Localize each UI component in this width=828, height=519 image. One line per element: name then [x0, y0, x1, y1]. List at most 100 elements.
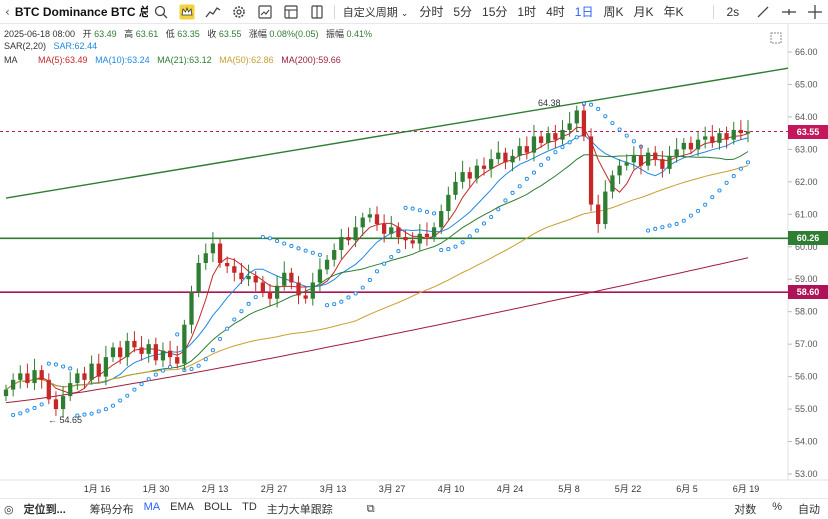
candle-body [367, 214, 373, 218]
candle-body [260, 282, 265, 293]
timeframe-tab[interactable]: 分时 [419, 5, 444, 19]
timeframe-tab[interactable]: 15分 [482, 5, 508, 19]
candle-body [153, 344, 158, 361]
sar-dot [146, 377, 151, 382]
template-icon[interactable] [278, 0, 304, 24]
indicator-tab[interactable]: TD [242, 501, 257, 513]
trend-line [5, 67, 789, 199]
custom-period-dropdown[interactable]: 自定义周期 ⌄ [339, 4, 415, 20]
crosshair-icon[interactable] [802, 0, 828, 24]
sar-dot [374, 269, 380, 274]
sar-dot [681, 218, 686, 223]
candle-body [503, 152, 508, 163]
sar-dot [717, 188, 722, 193]
sar-dot [46, 361, 51, 366]
candle-body [346, 237, 351, 241]
indicator-icon[interactable] [200, 0, 226, 24]
indicator-tab[interactable]: BOLL [203, 501, 233, 513]
sar-dot [560, 145, 565, 150]
sar-dot [617, 127, 622, 132]
candle-body [610, 175, 615, 192]
candle-body [203, 253, 208, 263]
settings-icon[interactable] [226, 0, 252, 24]
timeframe-tab[interactable]: 1时 [517, 5, 537, 19]
screenshot-icon[interactable]: ⧉ [366, 502, 375, 515]
horizontal-lines [0, 131, 788, 294]
layout-icon[interactable] [304, 0, 330, 24]
timeframe-tab[interactable]: 4时 [546, 5, 565, 19]
sar-dot [382, 261, 387, 266]
legend-change: 涨幅 0.08%(0.05) [248, 29, 319, 39]
price-tick-label: 55.00 [795, 404, 818, 414]
sar-dot [653, 226, 658, 231]
price-tick-label: 62.00 [795, 177, 818, 187]
candle-body [374, 214, 380, 225]
sar-dot [353, 291, 358, 296]
sar-dot [168, 364, 173, 370]
sar-dot [275, 238, 280, 243]
locate-button[interactable]: 定位到... [23, 504, 66, 516]
legend-low: 低 63.35 [165, 29, 200, 39]
candle-body [353, 227, 358, 241]
axis-option[interactable]: 自动 [798, 504, 820, 516]
timeframe-tab[interactable]: 月K [633, 5, 654, 19]
sar-dot [39, 402, 44, 407]
date-tick-label: 4月 10 [437, 484, 465, 494]
sar-dot [325, 303, 330, 308]
indicator-tab[interactable]: EMA [170, 501, 194, 513]
sar-dot [182, 368, 187, 373]
candle-body [60, 396, 66, 410]
timeframe-tab[interactable]: 年K [663, 5, 684, 19]
sar-dot [68, 366, 73, 371]
candle-body [339, 237, 344, 251]
candle-body [381, 224, 387, 234]
vip-crown-icon[interactable] [174, 0, 200, 24]
refresh-interval[interactable]: 2s [726, 4, 740, 19]
axis-options: 对数% 自动 [726, 501, 828, 517]
indicator-tab[interactable]: 筹码分布 [89, 504, 134, 516]
high-annotation: 64.38 [538, 98, 561, 108]
date-tick-label: 4月 24 [496, 484, 524, 494]
low-value: 54.65 [59, 415, 83, 425]
sar-dot [531, 170, 537, 175]
date-tick-label: 2月 13 [201, 484, 229, 494]
candle-body [132, 340, 137, 348]
candle-body [289, 272, 294, 283]
timeframe-tab[interactable]: 1日 [574, 5, 594, 19]
sar-dot [481, 221, 487, 226]
sar-dot [239, 309, 244, 314]
candle-body [103, 357, 109, 377]
collapse-chevron-icon[interactable]: ‹ [5, 4, 10, 19]
sar-dot [724, 180, 729, 185]
timeframe-tab[interactable]: 周K [603, 5, 624, 19]
axis-option[interactable]: % [772, 501, 782, 513]
candle-body [239, 272, 244, 280]
price-tick-label: 53.00 [795, 469, 818, 479]
symbol-title[interactable]: BTC Dominance BTC 总市... [14, 5, 149, 19]
chart-grid [0, 24, 828, 481]
sar-dot [296, 246, 301, 251]
expand-icon[interactable] [762, 26, 790, 50]
sar-dot [417, 208, 422, 213]
sar-dot [496, 207, 501, 212]
horizontal-line-icon[interactable] [776, 0, 802, 24]
sar-dot [303, 248, 308, 253]
sar-dot [332, 302, 337, 307]
timeframe-tab[interactable]: 5分 [453, 5, 473, 19]
date-tick-label: 2月 27 [260, 484, 288, 494]
sar-dot [596, 106, 601, 112]
sar-dot [196, 363, 201, 368]
search-icon[interactable] [148, 0, 174, 24]
sar-dot [467, 234, 472, 239]
location-pin-icon[interactable]: ◎ [4, 503, 14, 516]
sar-dot [503, 198, 508, 203]
axis-option[interactable]: 对数 [734, 504, 757, 516]
draw-line-icon[interactable] [750, 0, 776, 24]
indicator-tab[interactable]: 主力大单跟踪 [266, 504, 333, 516]
snapshot-icon[interactable] [252, 0, 278, 24]
ma50-value: MA(50):62.86 [219, 55, 274, 65]
candle-body [524, 146, 529, 153]
indicator-tab[interactable]: MA [143, 501, 161, 513]
candle-body [53, 399, 59, 410]
